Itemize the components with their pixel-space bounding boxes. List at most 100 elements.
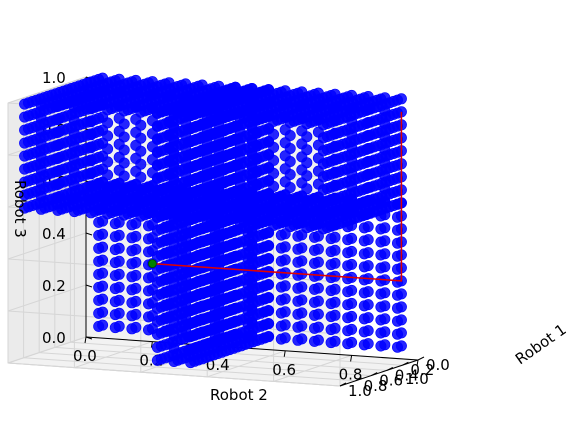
obstacle-point [180,156,192,168]
obstacle-point [279,319,291,331]
x-tick [386,366,394,371]
data-marks [19,72,407,369]
obstacle-point [196,235,208,247]
obstacle-point [279,85,291,97]
obstacle-point [130,243,142,255]
obstacle-point [312,321,324,333]
obstacle-point [229,81,241,93]
obstacle-point [246,96,258,108]
obstacle-point [97,85,109,97]
obstacle-point [163,181,175,193]
obstacle-point [312,204,324,216]
obstacle-point [329,296,341,308]
obstacle-point [296,190,308,202]
obstacle-point [130,217,142,229]
obstacle-point [196,144,208,156]
obstacle-point [379,92,391,104]
obstacle-point [97,163,109,175]
obstacle-point [213,236,225,248]
grid-line-r2-floor [273,354,352,382]
obstacle-point [229,289,241,301]
obstacle-point [279,150,291,162]
obstacle-point [346,128,358,140]
obstacle-point [97,150,109,162]
obstacle-point [296,229,308,241]
obstacle-point [346,89,358,101]
z-tick [85,284,93,288]
obstacle-point [279,137,291,149]
obstacle-point [97,254,109,266]
obstacle-point [97,176,109,188]
obstacle-point [346,219,358,231]
obstacle-point [113,268,125,280]
grid-line-r2-floor [207,350,286,378]
obstacle-point [97,72,109,84]
grid-line-r3-side [7,336,87,364]
robot-path [152,111,403,282]
obstacle-point [146,89,158,101]
obstacle-point [362,325,374,337]
obstacle-point [229,159,241,171]
obstacle-point [213,158,225,170]
start-point [147,259,157,269]
obstacle-point [113,229,125,241]
obstacle-point [263,136,275,148]
obstacle-point [379,339,391,351]
obstacle-point [146,141,158,153]
grid-line-r1-floor [7,362,341,387]
path-overlay [147,111,403,282]
obstacle-point [379,209,391,221]
obstacle-point [213,184,225,196]
obstacle-point [312,308,324,320]
obstacle-point [130,230,142,242]
obstacle-point [263,240,275,252]
obstacle-point [263,227,275,239]
obstacle-point [146,219,158,231]
obstacle-point [379,196,391,208]
obstacle-point [296,307,308,319]
obstacle-point [346,141,358,153]
obstacle-point [196,183,208,195]
grid-line-r3-side [7,76,87,104]
obstacle-point [379,326,391,338]
obstacle-point [213,93,225,105]
y-axis-line [85,336,419,361]
y-tick-label: 0.0 [73,347,97,365]
obstacle-point [113,138,125,150]
y-tick-label: 1.0 [405,370,429,388]
obstacle-point [229,120,241,132]
obstacle-point [163,194,175,206]
obstacle-point [196,157,208,169]
obstacle-point [329,257,341,269]
obstacle-point [229,198,241,210]
obstacle-point [362,234,374,246]
obstacle-point [379,287,391,299]
obstacle-point [312,178,324,190]
obstacle-point [346,284,358,296]
obstacle-point [379,144,391,156]
obstacle-point [362,260,374,272]
obstacle-point [180,91,192,103]
obstacle-point [246,200,258,212]
obstacle-point [279,163,291,175]
obstacle-point [213,132,225,144]
obstacle-point [362,91,374,103]
obstacle-point [362,195,374,207]
obstacle-point [329,218,341,230]
obstacle-point [146,102,158,114]
obstacle-point [130,126,142,138]
obstacle-point [246,161,258,173]
obstacle-point [312,282,324,294]
obstacle-point [346,180,358,192]
obstacle-point [229,172,241,184]
obstacle-point [180,169,192,181]
obstacle-point [246,174,258,186]
obstacle-point [395,327,407,339]
obstacle-point [229,224,241,236]
y-tick [350,355,353,362]
obstacle-point [229,211,241,223]
grid-line-r1-floor [70,341,403,366]
obstacle-point [246,239,258,251]
obstacle-point [130,321,142,333]
obstacle-point [346,154,358,166]
